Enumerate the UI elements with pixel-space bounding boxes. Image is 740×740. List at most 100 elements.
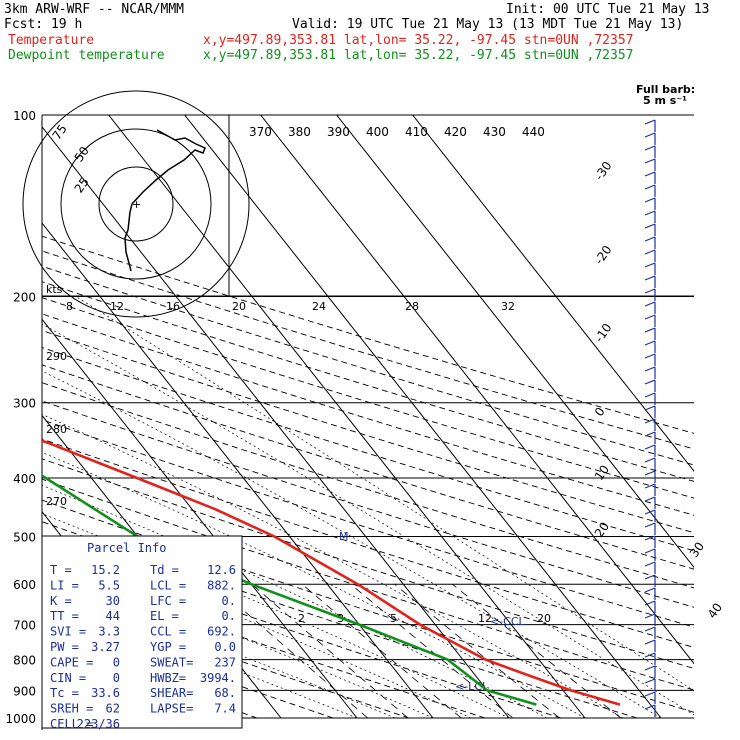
dry-adiabat (42, 590, 410, 719)
pressure-label: 100 (13, 109, 36, 123)
isotherm-line (108, 115, 586, 719)
wind-barb-flag (644, 288, 656, 294)
temperature-tick-side: -10 (592, 321, 615, 345)
mixing-ratio-label: 20 (537, 612, 551, 625)
theta-label: 390 (327, 125, 350, 139)
wind-barb-flag (644, 418, 656, 424)
temperature-location: x,y=497.89,353.81 lat,lon= 35.22, -97.45… (203, 33, 633, 48)
speed-tick: 24 (312, 300, 326, 313)
isotherm-line (42, 318, 358, 719)
parcel-info-cell: EL = (150, 609, 179, 623)
parcel-info-cell: 882. (207, 578, 236, 592)
theta-label-left: 290 (46, 350, 67, 363)
barb-unit: 5 m s⁻¹ (643, 94, 687, 107)
wind-barb-flag (644, 652, 656, 658)
dewpoint-legend: Dewpoint temperature (8, 48, 165, 63)
parcel-info-cell: 0 (113, 655, 120, 669)
wind-barb-flag (644, 197, 656, 203)
wind-barb-flag (644, 431, 656, 437)
parcel-info-cell: 7.4 (214, 702, 236, 716)
speed-tick: 20 (232, 300, 246, 313)
speed-tick: 28 (405, 300, 419, 313)
temperature-legend: Temperature (8, 33, 94, 48)
pressure-label: 800 (13, 654, 36, 668)
mixing-ratio-line (394, 583, 560, 719)
moist-adiabat (42, 323, 694, 716)
theta-label: 380 (288, 125, 311, 139)
hodo-label-25: 25 (72, 175, 92, 196)
isotherm-line (412, 115, 694, 472)
parcel-info-cell: SREH = (50, 702, 93, 716)
parcel-info-title: Parcel Info (87, 541, 166, 555)
hodograph: 25 50 75 + (22, 90, 694, 318)
temperature-tick-side: 10 (592, 462, 612, 483)
mixing-ratio-line (452, 583, 622, 719)
hodo-label-75: 75 (50, 122, 70, 143)
parcel-info-cell: 68. (214, 686, 236, 700)
wind-barb-flag (644, 665, 656, 671)
theta-label: 430 (483, 125, 506, 139)
wind-barb-flag (644, 574, 656, 580)
dry-adiabat (42, 478, 694, 691)
wind-barb-flag (644, 496, 656, 502)
parcel-info-cell: YGP = (150, 640, 186, 654)
dry-adiabat (42, 400, 694, 608)
wind-barb-flag (644, 457, 656, 463)
parcel-info-cell: 0. (222, 594, 236, 608)
wind-barb-flag (644, 145, 656, 151)
barb-legend: Full barb: (636, 83, 695, 96)
parcel-info-cell: LI = (50, 578, 79, 592)
parcel-info-cell: 3.3 (98, 625, 120, 639)
dry-adiabat (42, 458, 694, 669)
parcel-info-cell: 223/36 (77, 717, 120, 731)
theta-label: 400 (366, 125, 389, 139)
theta-label-left: 270 (46, 495, 67, 508)
dewpoint-location: x,y=497.89,353.81 lat,lon= 35.22, -97.45… (203, 48, 633, 63)
temperature-tick-side: 40 (705, 600, 725, 621)
parcel-info-cell: 3.27 (91, 640, 120, 654)
level-m: M (339, 530, 349, 543)
dry-adiabat (42, 419, 694, 628)
wind-barb-flag (644, 691, 656, 697)
hodo-ring-75 (22, 90, 250, 318)
dry-adiabat (42, 297, 694, 499)
hodo-ring-25 (98, 166, 174, 242)
wind-barb-flag (644, 366, 656, 372)
parcel-info-cell: SHEAR= (150, 686, 193, 700)
temperature-curve (42, 439, 621, 706)
wind-barb-flag (644, 379, 656, 385)
kts-label: kts (46, 283, 63, 296)
wind-barb-flag (644, 119, 656, 125)
pressure-label: 600 (13, 578, 36, 592)
lcl-marker: <-LCL (455, 680, 489, 693)
parcel-info-cell: 44 (106, 609, 120, 623)
isotherm-line (42, 222, 434, 719)
diagram-grid (42, 115, 694, 719)
speed-tick: 8 (66, 300, 73, 313)
wind-barb-flag (644, 171, 656, 177)
init-time: Init: 00 UTC Tue 21 May 13 (506, 2, 710, 17)
wind-speed-axis: kts 8 12 16 20 24 28 32 (46, 283, 515, 313)
pressure-label: 1000 (5, 712, 36, 726)
mixing-ratio-label: 12 (478, 612, 492, 625)
parcel-info-panel: Parcel Info T = 15.2 Td = 12.6 LI = 5.5 LCL = 8… (41, 535, 243, 731)
parcel-info-cell: 12.6 (207, 563, 236, 577)
wind-barb-flag (644, 535, 656, 541)
wind-barb-flag (644, 262, 656, 268)
wind-barb-flag (644, 353, 656, 359)
wind-barb-flag (644, 613, 656, 619)
pressure-label: 500 (13, 530, 36, 544)
parcel-info-cell: CAPE = (50, 655, 93, 669)
wind-barbs (644, 119, 656, 717)
model-title: 3km ARW-WRF -- NCAR/MMM (4, 2, 184, 17)
wind-barb-flag (644, 184, 656, 190)
dry-adiabat (42, 438, 694, 648)
mixing-ratio-label: 2 (298, 612, 305, 625)
wind-barb-flag (644, 444, 656, 450)
wind-barb-flag (644, 522, 656, 528)
hodograph-trace (124, 129, 206, 272)
moist-adiabat (42, 413, 624, 719)
forecast-hour: Fcst: 19 h (4, 17, 82, 32)
parcel-info-cell: CELL = (50, 717, 93, 731)
